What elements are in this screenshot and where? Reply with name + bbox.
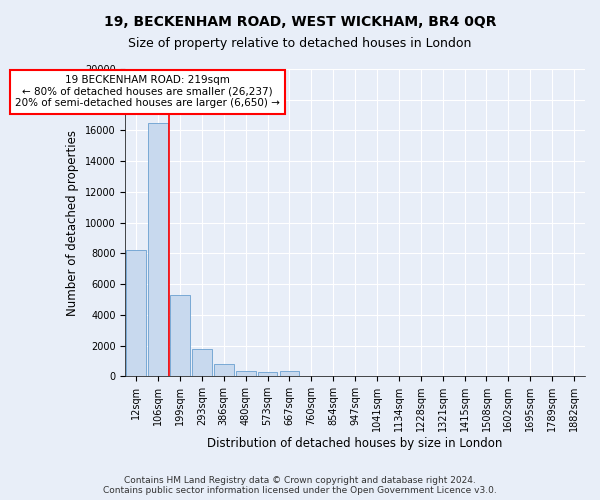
Text: Size of property relative to detached houses in London: Size of property relative to detached ho… xyxy=(128,38,472,51)
Text: 19, BECKENHAM ROAD, WEST WICKHAM, BR4 0QR: 19, BECKENHAM ROAD, WEST WICKHAM, BR4 0Q… xyxy=(104,15,496,29)
Bar xyxy=(192,350,212,376)
Bar xyxy=(127,250,146,376)
X-axis label: Distribution of detached houses by size in London: Distribution of detached houses by size … xyxy=(208,437,503,450)
Text: Contains public sector information licensed under the Open Government Licence v3: Contains public sector information licen… xyxy=(103,486,497,495)
Bar xyxy=(214,364,233,376)
Bar xyxy=(280,371,299,376)
Y-axis label: Number of detached properties: Number of detached properties xyxy=(66,130,79,316)
Text: 19 BECKENHAM ROAD: 219sqm
← 80% of detached houses are smaller (26,237)
20% of s: 19 BECKENHAM ROAD: 219sqm ← 80% of detac… xyxy=(15,75,280,108)
Text: Contains HM Land Registry data © Crown copyright and database right 2024.: Contains HM Land Registry data © Crown c… xyxy=(124,476,476,485)
Bar xyxy=(236,371,256,376)
Bar xyxy=(258,372,277,376)
Bar xyxy=(170,295,190,376)
Bar xyxy=(148,123,168,376)
